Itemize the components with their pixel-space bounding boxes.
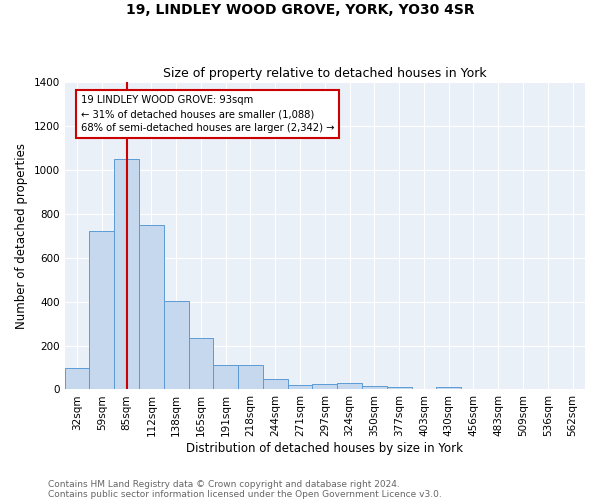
Bar <box>65 368 89 390</box>
Bar <box>337 384 362 390</box>
Bar <box>436 386 461 390</box>
Bar <box>238 366 263 390</box>
Bar <box>114 159 139 390</box>
Y-axis label: Number of detached properties: Number of detached properties <box>15 143 28 329</box>
Bar <box>188 338 214 390</box>
Bar <box>139 225 164 390</box>
Bar <box>287 385 313 390</box>
Bar <box>313 384 337 390</box>
Bar <box>214 366 238 390</box>
Bar <box>387 388 412 390</box>
Text: 19, LINDLEY WOOD GROVE, YORK, YO30 4SR: 19, LINDLEY WOOD GROVE, YORK, YO30 4SR <box>125 2 475 16</box>
X-axis label: Distribution of detached houses by size in York: Distribution of detached houses by size … <box>187 442 463 455</box>
Text: 19 LINDLEY WOOD GROVE: 93sqm
← 31% of detached houses are smaller (1,088)
68% of: 19 LINDLEY WOOD GROVE: 93sqm ← 31% of de… <box>81 95 334 133</box>
Bar <box>263 379 287 390</box>
Text: Contains HM Land Registry data © Crown copyright and database right 2024.
Contai: Contains HM Land Registry data © Crown c… <box>48 480 442 499</box>
Bar <box>362 386 387 390</box>
Title: Size of property relative to detached houses in York: Size of property relative to detached ho… <box>163 66 487 80</box>
Bar <box>164 300 188 390</box>
Bar <box>89 232 114 390</box>
